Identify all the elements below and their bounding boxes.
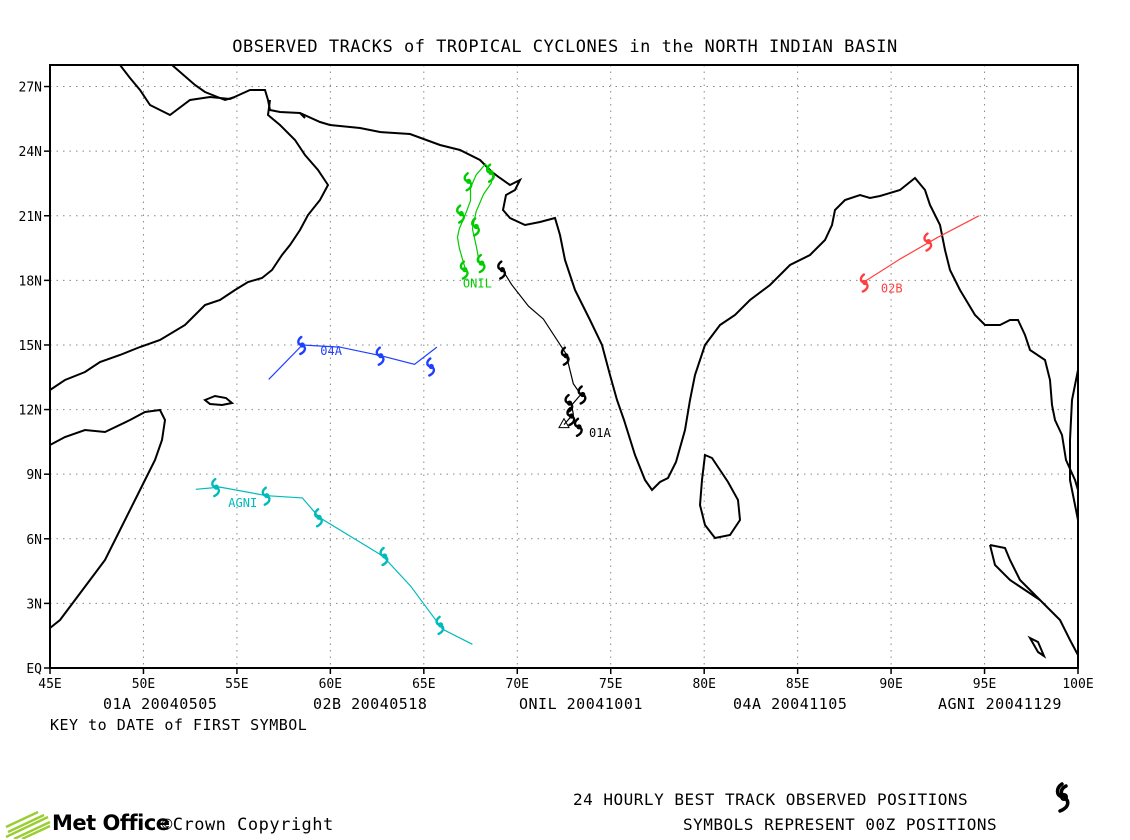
storm-01a: 01A	[497, 260, 611, 440]
copyright-notice: ©Crown Copyright	[162, 815, 334, 835]
legend-line-2: SYMBOLS REPRESENT 00Z POSITIONS	[683, 815, 998, 834]
map-title: OBSERVED TRACKS of TROPICAL CYCLONES in …	[232, 37, 898, 57]
key-02b-id: 02B	[313, 695, 342, 713]
cyclone-position-marker	[435, 615, 445, 636]
axis-labels: 45E 50E 55E 60E 65E 70E 75E 80E 85E 90E 95E 100E EQ 3…	[19, 81, 1094, 692]
key-02b: 02B 20040518	[313, 695, 427, 713]
key-01a-date: 20040505	[141, 695, 218, 713]
storm-label: 01A	[589, 426, 611, 440]
lat-tick-label: 15N	[19, 339, 42, 354]
lon-tick-label: 60E	[319, 677, 342, 692]
lat-tick-label: 9N	[26, 468, 42, 483]
cyclone-position-marker	[560, 346, 570, 366]
cyclone-position-marker	[485, 163, 495, 183]
cyclone-position-marker	[459, 260, 469, 280]
cyclone-position-marker	[379, 546, 389, 567]
lat-tick-label: EQ	[26, 662, 42, 677]
storm-label: ONIL	[463, 277, 492, 291]
met-office-brand: Met Office	[52, 811, 170, 835]
key-caption: KEY to DATE of FIRST SYMBOL	[50, 716, 308, 734]
lat-tick-label: 21N	[19, 210, 42, 225]
cyclone-position-marker	[456, 204, 466, 224]
cyclone-position-marker	[497, 260, 507, 280]
lon-tick-label: 55E	[225, 677, 248, 692]
lon-tick-label: 45E	[38, 677, 61, 692]
cyclone-position-marker	[573, 417, 583, 437]
lon-tick-label: 85E	[786, 677, 809, 692]
storm-label: 04A	[320, 344, 342, 358]
key-agni-id: AGNI	[938, 695, 977, 713]
map-frame	[49, 64, 1079, 669]
cyclone-position-marker	[313, 508, 323, 528]
lon-tick-label: 90E	[879, 677, 902, 692]
lon-tick-label: 50E	[132, 677, 155, 692]
key-onil-id: ONIL	[519, 695, 558, 713]
lon-tick-label: 70E	[506, 677, 529, 692]
key-01a-id: 01A	[103, 695, 132, 713]
lat-tick-label: 6N	[26, 533, 42, 548]
storm-label: AGNI	[228, 496, 257, 510]
cyclone-position-marker	[375, 346, 385, 366]
lat-tick-label: 3N	[26, 597, 42, 612]
met-office-logo-icon	[5, 811, 51, 839]
lon-tick-label: 75E	[599, 677, 622, 692]
key-02b-date: 20040518	[351, 695, 428, 713]
track-line	[268, 344, 438, 380]
cyclone-symbol-icon	[1055, 782, 1070, 813]
key-04a-id: 04A	[733, 695, 762, 713]
lat-tick-label: 18N	[19, 274, 42, 289]
key-04a: 04A 20041105	[733, 695, 847, 713]
cyclone-position-marker	[471, 217, 481, 237]
cyclone-position-marker	[261, 486, 271, 506]
cyclone-tracks: 01A 02B ONIL 04A AGNI	[195, 163, 980, 645]
lon-tick-label: 65E	[412, 677, 435, 692]
cyclone-position-marker	[577, 385, 587, 405]
cyclone-position-marker	[476, 253, 486, 274]
genesis-marker	[558, 417, 570, 429]
cyclone-position-marker	[211, 477, 221, 498]
key-01a: 01A 20040505	[103, 695, 217, 713]
key-onil: ONIL 20041001	[519, 695, 643, 713]
storm-02b: 02B	[859, 215, 980, 296]
key-agni-date: 20041129	[985, 695, 1062, 713]
lat-tick-label: 12N	[19, 404, 42, 419]
storm-label: 02B	[881, 282, 903, 296]
coastlines	[50, 65, 1078, 659]
legend-line-1: 24 HOURLY BEST TRACK OBSERVED POSITIONS	[573, 790, 969, 809]
lat-lon-grid	[49, 65, 1079, 669]
storm-agni: AGNI	[195, 477, 473, 645]
cyclone-position-marker	[564, 393, 574, 414]
cyclone-position-marker	[463, 172, 473, 192]
lon-tick-label: 100E	[1062, 677, 1093, 692]
key-onil-date: 20041001	[566, 695, 643, 713]
key-04a-date: 20041105	[771, 695, 848, 713]
lat-tick-label: 24N	[19, 145, 42, 160]
cyclone-position-marker	[426, 357, 436, 377]
cyclone-position-marker	[859, 273, 869, 293]
lat-tick-label: 27N	[19, 81, 42, 96]
storm-onil: ONIL	[456, 163, 495, 291]
lon-tick-label: 80E	[692, 677, 715, 692]
lon-tick-label: 95E	[973, 677, 996, 692]
storm-04a: 04A	[268, 335, 438, 380]
cyclone-position-marker	[297, 335, 307, 356]
cyclone-position-marker	[923, 232, 933, 252]
track-line	[862, 215, 980, 284]
key-agni: AGNI 20041129	[938, 695, 1062, 713]
